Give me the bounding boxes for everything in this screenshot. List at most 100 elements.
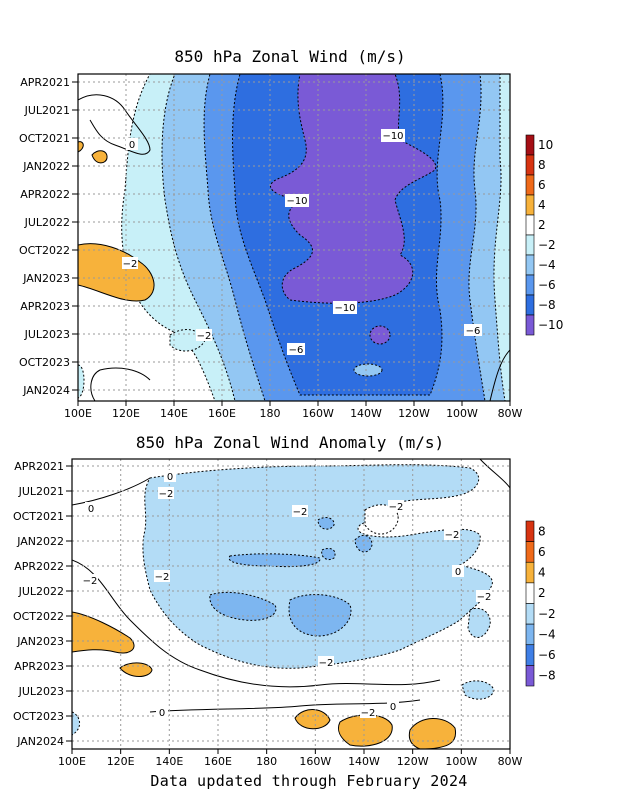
contour-label: −2 (83, 576, 98, 587)
colorbar-swatch (525, 294, 535, 316)
contour-label: 0 (390, 702, 396, 713)
y-tick-label: APR2022 (20, 188, 70, 201)
colorbar-label: −2 (538, 238, 556, 252)
x-tick-label: 80W (498, 407, 523, 420)
panel2-gridlines (72, 459, 510, 749)
panel2-colorbar: 8 6 4 2 −2 −4 −6 −8 (525, 520, 556, 687)
colorbar-label: −2 (538, 607, 556, 621)
colorbar-label: 6 (538, 545, 546, 559)
colorbar-swatch (525, 234, 535, 256)
panel1-y-axis: APR2021 JUL2021 OCT2021 JAN2022 APR2022 JUL20… (19, 76, 78, 397)
colorbar-label: 2 (538, 218, 546, 232)
y-tick-label: JUL2021 (24, 104, 70, 117)
x-tick-label: 100E (58, 755, 86, 768)
x-tick-label: 180 (260, 407, 281, 420)
contour-label: −2 (361, 708, 376, 719)
x-tick-label: 140E (160, 407, 188, 420)
x-tick-label: 100W (445, 755, 477, 768)
colorbar-swatch (525, 254, 535, 276)
colorbar-swatch (525, 154, 535, 176)
colorbar-label: 2 (538, 586, 546, 600)
colorbar-swatch (525, 214, 535, 236)
y-tick-label: JUL2023 (24, 328, 70, 341)
colorbar-swatch (525, 134, 535, 156)
contour-label: −10 (382, 131, 403, 142)
panel-zonal-wind: 850 hPa Zonal Wind (m/s) (19, 47, 563, 420)
x-tick-label: 160E (204, 755, 232, 768)
panel2-x-axis: 100E 120E 140E 160E 180 160W 140W 120W 100W 80W (58, 749, 523, 768)
x-tick-label: 80W (498, 755, 523, 768)
colorbar-swatch (525, 665, 535, 687)
contour-label: −2 (197, 331, 212, 342)
contour-label: 0 (455, 567, 461, 578)
panel2-field (72, 459, 510, 749)
colorbar-label: 8 (538, 158, 546, 172)
colorbar-swatch (525, 520, 535, 542)
y-tick-label: OCT2023 (19, 356, 70, 369)
y-tick-label: OCT2022 (19, 244, 70, 257)
colorbar-label: −8 (538, 298, 556, 312)
contour-label: −2 (123, 259, 138, 270)
x-tick-label: 160W (299, 755, 331, 768)
panel2-title: 850 hPa Zonal Wind Anomaly (m/s) (136, 433, 444, 452)
y-tick-label: JUL2021 (18, 485, 64, 498)
contour-label: −2 (319, 658, 334, 669)
contour-label: −2 (477, 592, 492, 603)
colorbar-label: 6 (538, 178, 546, 192)
colorbar-swatch (525, 623, 535, 646)
contour-label: 0 (129, 140, 135, 151)
contour-label: −6 (466, 326, 481, 337)
contour-label: −6 (289, 345, 304, 356)
y-tick-label: APR2022 (14, 560, 64, 573)
x-tick-label: 120W (397, 755, 429, 768)
colorbar-swatch (525, 582, 535, 604)
y-tick-label: JAN2022 (22, 160, 70, 173)
y-tick-label: APR2021 (14, 460, 64, 473)
x-tick-label: 160W (302, 407, 334, 420)
x-tick-label: 120W (398, 407, 430, 420)
colorbar-label: −4 (538, 258, 556, 272)
contour-label: −2 (293, 507, 308, 518)
x-tick-label: 100W (446, 407, 478, 420)
colorbar-label: −8 (538, 669, 556, 683)
contour-label: −10 (334, 303, 355, 314)
contour-label: 0 (159, 708, 165, 719)
x-tick-label: 120E (112, 407, 140, 420)
colorbar-swatch (525, 541, 535, 563)
y-tick-label: OCT2022 (13, 610, 64, 623)
panel2-frame (71, 458, 511, 750)
colorbar-swatch (525, 603, 535, 625)
x-tick-label: 140W (350, 407, 382, 420)
contour-label: −10 (286, 196, 307, 207)
colorbar-label: −4 (538, 627, 556, 641)
panel2-y-axis: APR2021 JUL2021 OCT2021 JAN2022 APR2022 JUL20… (13, 460, 72, 748)
colorbar-swatch (525, 644, 535, 666)
x-tick-label: 120E (107, 755, 135, 768)
x-tick-label: 140E (155, 755, 183, 768)
colorbar-swatch (525, 274, 535, 296)
colorbar-label: 4 (538, 566, 546, 580)
y-tick-label: OCT2023 (13, 710, 64, 723)
y-tick-label: JAN2023 (16, 635, 64, 648)
panel1-frame (77, 73, 511, 402)
panel2-positive-patch (72, 611, 135, 654)
y-tick-label: JUL2022 (24, 216, 70, 229)
colorbar-label: −6 (538, 278, 556, 292)
colorbar-swatch (525, 194, 535, 216)
y-tick-label: APR2021 (20, 76, 70, 89)
panel2-contour-labels: 0 0 −2 −2 −2 −2 −2 −2 −2 0 −2 0 −2 (82, 470, 492, 719)
y-tick-label: JAN2022 (16, 535, 64, 548)
x-tick-label: 180 (256, 755, 277, 768)
x-tick-label: 140W (348, 755, 380, 768)
contour-label: 0 (88, 504, 94, 515)
panel1-title: 850 hPa Zonal Wind (m/s) (174, 47, 405, 66)
panel1-x-axis: 100E 120E 140E 160E 180 160W 140W 120W 100W 80W (64, 401, 523, 420)
colorbar-swatch (525, 561, 535, 584)
panel-zonal-wind-anomaly: 850 hPa Zonal Wind Anomaly (m/s) (13, 433, 556, 768)
panel1-gridlines (78, 74, 510, 401)
y-tick-label: APR2023 (14, 660, 64, 673)
y-tick-label: JUL2022 (18, 585, 64, 598)
y-tick-label: OCT2021 (13, 510, 64, 523)
x-tick-label: 100E (64, 407, 92, 420)
contour-label: −2 (445, 530, 460, 541)
